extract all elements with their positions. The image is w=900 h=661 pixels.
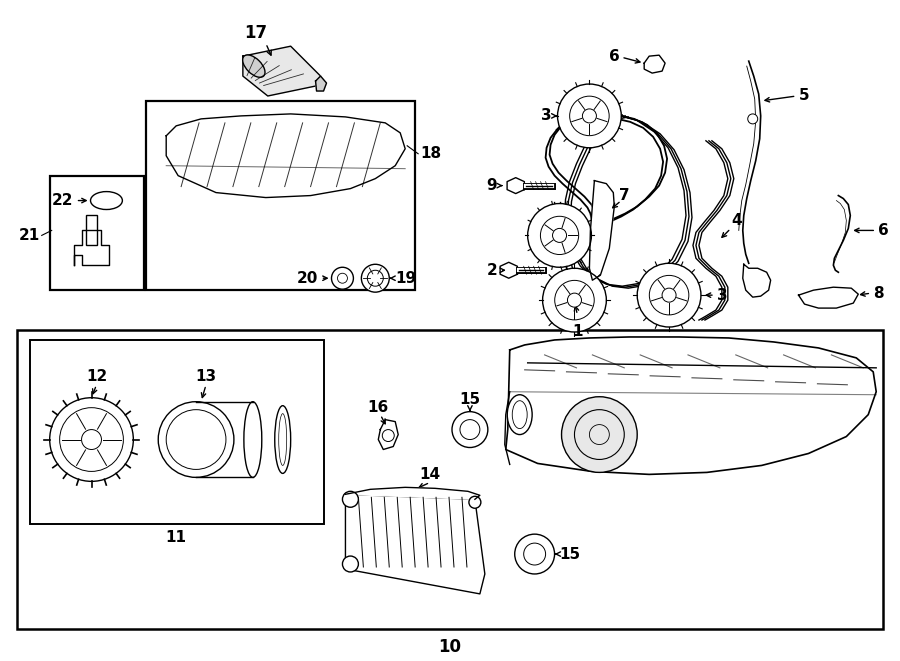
- Text: 6: 6: [878, 223, 889, 238]
- Text: 13: 13: [195, 369, 217, 384]
- Polygon shape: [507, 178, 525, 194]
- Circle shape: [637, 263, 701, 327]
- Text: 2: 2: [487, 263, 498, 278]
- Text: 16: 16: [368, 400, 389, 415]
- Circle shape: [568, 293, 581, 307]
- Circle shape: [582, 109, 597, 123]
- Text: 8: 8: [873, 286, 884, 301]
- Polygon shape: [742, 61, 760, 263]
- Polygon shape: [500, 262, 518, 278]
- Polygon shape: [798, 287, 859, 308]
- Text: 11: 11: [166, 529, 186, 545]
- Text: 15: 15: [459, 392, 481, 407]
- Text: 21: 21: [19, 228, 40, 243]
- Polygon shape: [166, 114, 405, 198]
- Text: 3: 3: [717, 288, 727, 303]
- Text: 19: 19: [395, 271, 417, 286]
- Polygon shape: [74, 231, 110, 265]
- Polygon shape: [243, 46, 320, 96]
- Circle shape: [748, 114, 758, 124]
- Polygon shape: [378, 420, 398, 449]
- Text: 9: 9: [486, 178, 497, 193]
- Text: 10: 10: [438, 638, 462, 656]
- Polygon shape: [742, 264, 770, 297]
- Text: 17: 17: [244, 24, 267, 42]
- Text: 5: 5: [798, 89, 809, 104]
- Bar: [30, 340, 323, 524]
- Bar: [17, 330, 883, 629]
- Circle shape: [515, 534, 554, 574]
- Circle shape: [662, 288, 676, 302]
- Circle shape: [469, 496, 481, 508]
- Polygon shape: [644, 55, 665, 73]
- Circle shape: [543, 268, 607, 332]
- Bar: [50, 176, 144, 290]
- Text: 22: 22: [52, 193, 74, 208]
- Circle shape: [343, 491, 358, 507]
- Ellipse shape: [274, 406, 291, 473]
- Polygon shape: [506, 337, 877, 475]
- Bar: [147, 101, 415, 290]
- Circle shape: [553, 229, 566, 243]
- Polygon shape: [590, 180, 615, 280]
- Circle shape: [527, 204, 591, 267]
- Circle shape: [50, 398, 133, 481]
- Circle shape: [343, 556, 358, 572]
- Polygon shape: [833, 196, 850, 272]
- Text: 6: 6: [608, 49, 619, 63]
- Circle shape: [382, 430, 394, 442]
- Circle shape: [562, 397, 637, 473]
- Bar: [196, 402, 253, 477]
- Ellipse shape: [91, 192, 122, 210]
- Bar: [86, 215, 97, 245]
- Ellipse shape: [508, 395, 532, 434]
- Polygon shape: [346, 494, 485, 594]
- Text: 7: 7: [619, 188, 630, 203]
- Circle shape: [557, 84, 621, 148]
- Text: 15: 15: [560, 547, 580, 562]
- Circle shape: [158, 402, 234, 477]
- Text: 12: 12: [86, 369, 107, 384]
- Text: 1: 1: [572, 325, 582, 340]
- Ellipse shape: [279, 414, 287, 465]
- Polygon shape: [346, 487, 480, 499]
- Text: 14: 14: [419, 467, 441, 482]
- Circle shape: [362, 264, 390, 292]
- Polygon shape: [316, 76, 327, 91]
- Text: 4: 4: [731, 213, 742, 228]
- Text: 20: 20: [297, 271, 319, 286]
- Ellipse shape: [244, 402, 262, 477]
- Circle shape: [331, 267, 354, 289]
- Ellipse shape: [243, 55, 265, 77]
- Text: 3: 3: [541, 108, 552, 124]
- Circle shape: [452, 412, 488, 447]
- Text: 18: 18: [420, 146, 441, 161]
